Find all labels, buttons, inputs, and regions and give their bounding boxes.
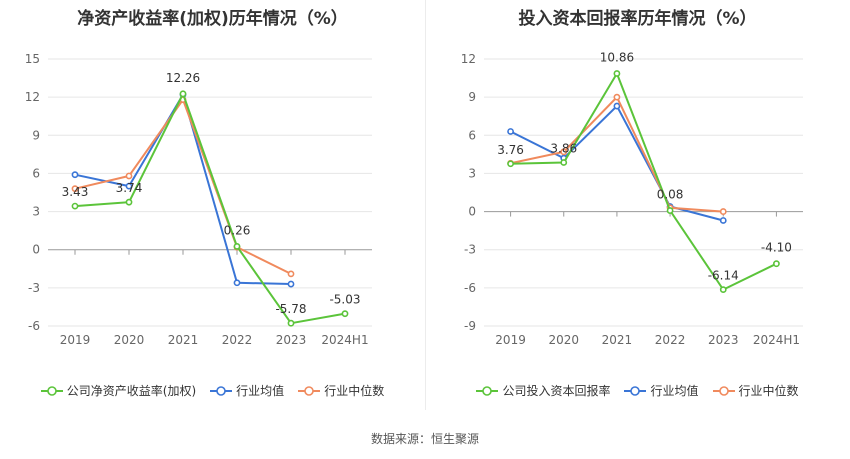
data-point [773,260,780,268]
legend-label: 行业中位数 [738,384,799,398]
legend-swatch-icon [210,385,233,396]
data-point [125,182,133,190]
data-point [613,93,621,101]
y-tick-label: -3 [464,243,476,257]
data-point [719,286,727,294]
x-tick-label: 2020 [114,333,145,347]
data-point [719,208,727,215]
y-tick-label: 6 [32,166,40,180]
legend-label: 行业中位数 [324,384,385,398]
data-point [287,319,295,327]
data-label: 0.26 [224,223,251,237]
data-label: 3.76 [497,143,524,157]
x-tick-label: 2022 [222,333,253,347]
y-tick-label: 3 [468,166,476,180]
y-tick-label: -6 [28,319,40,333]
x-tick-label: 2024H1 [321,333,368,347]
x-tick-label: 2023 [276,333,307,347]
y-tick-label: 3 [32,205,40,219]
y-tick-label: 12 [25,90,40,104]
panel-divider [425,0,426,410]
data-label: 10.86 [600,50,634,64]
data-label: 3.86 [550,141,577,155]
series-line [510,95,724,213]
legend-label: 行业均值 [650,384,699,398]
data-point [613,102,621,110]
series-line [510,71,777,291]
y-tick-label: 9 [468,90,476,104]
x-tick-label: 2022 [655,333,686,347]
roic-chart-panel: 投入资本回报率历年情况（%） 12 9 6 3 0 -3 -6 -9 2019 2020 2021 2… [425,0,850,410]
data-point [233,243,241,250]
legend-item[interactable]: 行业均值 [210,382,284,399]
series-line [74,91,346,325]
legend-swatch-icon [476,385,499,396]
y-tick-label: -3 [28,281,40,295]
legend-label: 行业均值 [236,384,285,398]
data-label: -4.10 [761,241,792,255]
y-tick-label: 9 [32,128,40,142]
series-line [74,97,292,275]
series-line [74,92,292,286]
x-tick-label: 2020 [548,333,579,347]
legend-label: 公司投入资本回报率 [502,384,611,398]
data-label: -5.78 [275,302,306,316]
x-tick-label: 2021 [168,333,199,347]
roe-chart: 15 12 9 6 3 0 -3 -6 2019 2020 2021 2022 2023 2024H1 3.… [25,52,372,347]
data-point [71,185,79,193]
data-point [666,207,674,214]
data-label: 3.43 [62,185,89,199]
data-point [71,171,79,179]
legend-item[interactable]: 行业中位数 [712,382,799,399]
data-point [341,310,349,318]
legend-swatch-icon [624,385,647,396]
data-point [719,217,727,224]
legend-item[interactable]: 公司投入资本回报率 [476,382,610,399]
legend-item[interactable]: 行业均值 [624,382,699,399]
roe-chart-panel: 净资产收益率(加权)历年情况（%） 15 12 9 6 3 0 -3 -6 2019 2020 20… [0,0,425,410]
legend: 公司净资产收益率(加权) 行业均值 行业中位数 [0,382,425,399]
legend-item[interactable]: 公司净资产收益率(加权) [40,382,197,399]
data-point [125,198,133,206]
data-point [287,280,295,288]
y-tick-label: 6 [468,128,476,142]
data-point [560,148,568,156]
data-point [71,202,79,210]
y-tick-label: 0 [468,205,476,219]
x-tick-label: 2019 [60,333,91,347]
data-label: -6.14 [708,269,739,283]
chart-title: 净资产收益率(加权)历年情况（%） [77,9,348,29]
roic-chart: 12 9 6 3 0 -3 -6 -9 2019 2020 2021 2022 2023 2024H1 3.… [461,50,803,347]
data-point [179,90,187,98]
data-source: 数据来源：恒生聚源 [370,432,479,446]
y-tick-label: 0 [32,243,40,257]
data-label: 0.08 [657,188,684,202]
y-tick-label: 15 [25,52,40,66]
legend-swatch-icon [298,385,321,396]
data-label: 3.74 [116,181,143,195]
data-point [233,279,241,287]
legend-swatch-icon [712,385,735,396]
data-point [287,270,295,278]
y-tick-label: -6 [464,281,476,295]
chart-title: 投入资本回报率历年情况（%） [518,9,757,29]
data-point [613,70,621,77]
y-tick-label: 12 [461,52,476,66]
legend-swatch-icon [40,385,63,396]
data-point [560,159,568,166]
data-label: -5.03 [329,293,360,307]
data-label: 12.26 [166,71,200,85]
legend-label: 公司净资产收益率(加权) [66,384,197,398]
data-point [507,128,514,135]
data-point [507,160,514,168]
x-tick-label: 2024H1 [753,333,800,347]
y-tick-label: -9 [464,319,476,333]
data-point [125,172,133,180]
legend-item[interactable]: 行业中位数 [298,382,384,399]
x-tick-label: 2023 [708,333,739,347]
x-tick-label: 2021 [602,333,633,347]
x-tick-label: 2019 [495,333,526,347]
legend: 公司投入资本回报率 行业均值 行业中位数 [425,382,850,399]
